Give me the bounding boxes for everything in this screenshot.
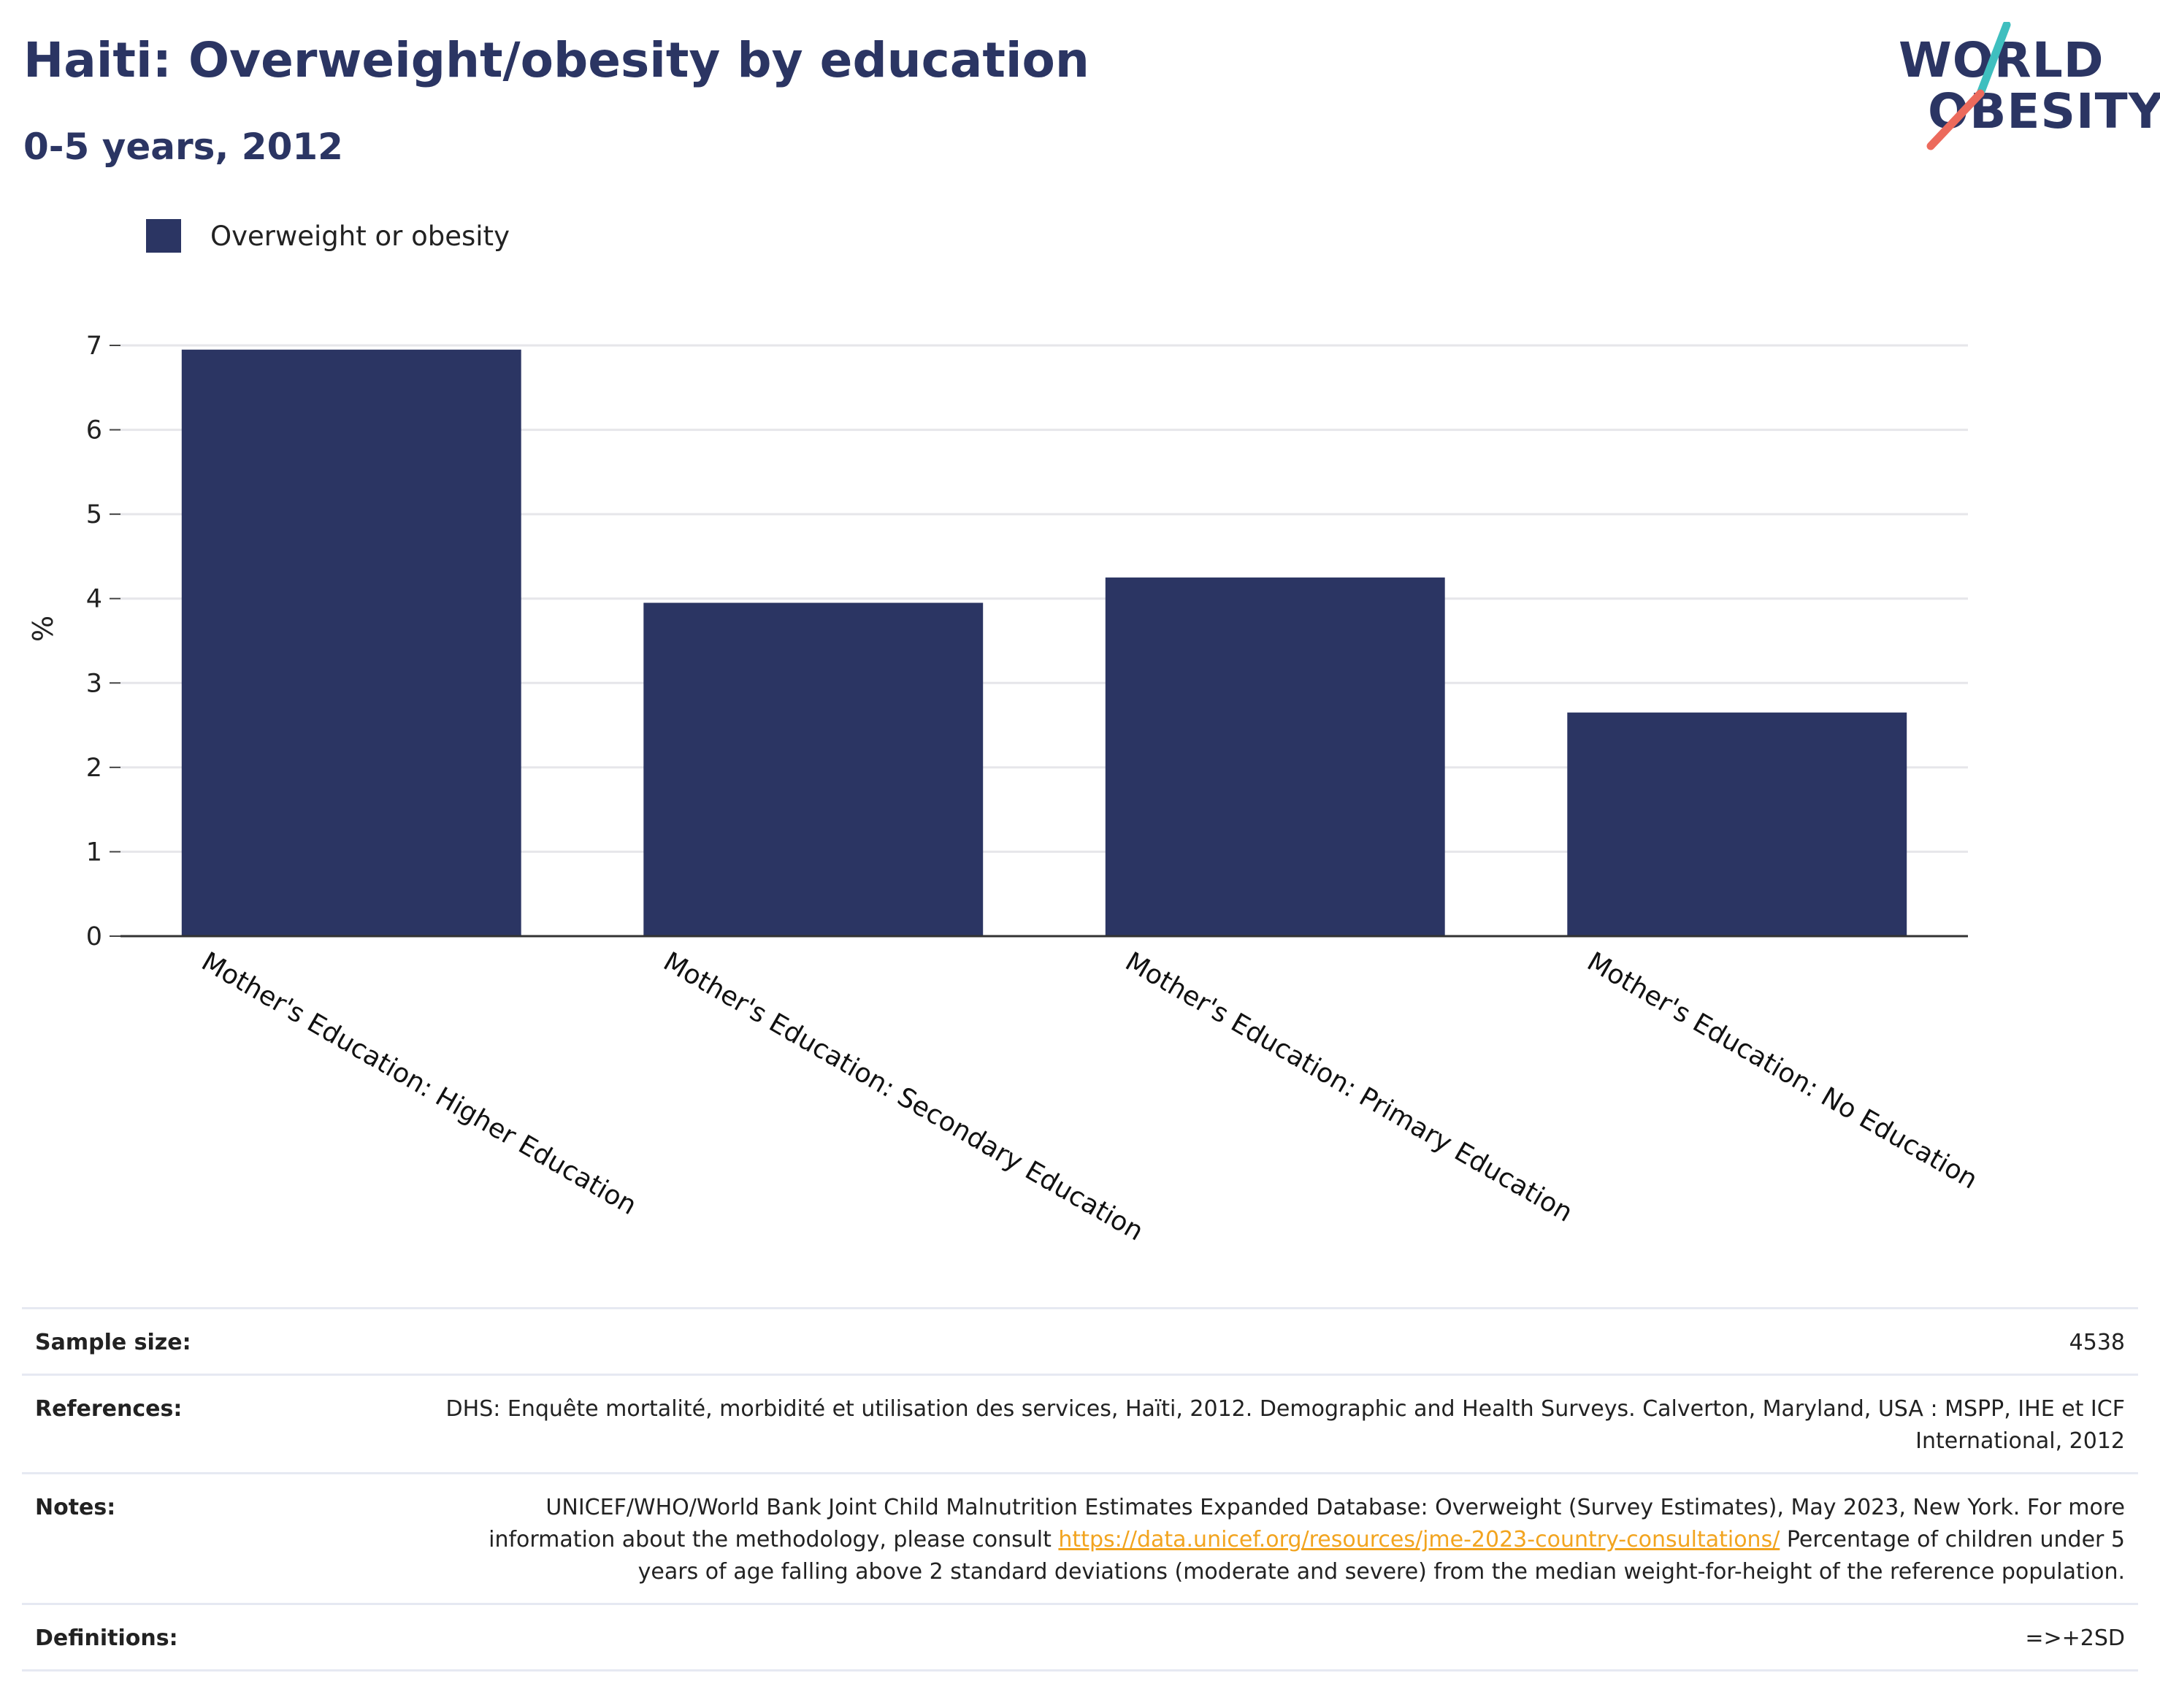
chart-title: Haiti: Overweight/obesity by education xyxy=(23,32,1089,88)
x-tick-labels: Mother's Education: Higher Education Moth… xyxy=(196,946,1983,1246)
notes-link[interactable]: https://data.unicef.org/resources/jme-20… xyxy=(1058,1527,1780,1552)
y-tick-label: 5 xyxy=(86,500,102,529)
notes-row: Notes: UNICEF/WHO/World Bank Joint Child… xyxy=(22,1472,2138,1603)
y-tick-label: 0 xyxy=(86,922,102,951)
definitions-row: Definitions: =>+2SD xyxy=(22,1603,2138,1671)
bar-chart: 0 1 2 3 4 5 6 7 Mother's Education: Higher Educ… xyxy=(27,332,1983,1247)
sample-size-row: Sample size: 4538 xyxy=(22,1307,2138,1374)
bar xyxy=(1567,712,1907,936)
references-row: References: DHS: Enquête mortalité, morb… xyxy=(22,1374,2138,1472)
definitions-value: =>+2SD xyxy=(2025,1625,2125,1651)
x-tick-label: Mother's Education: No Education xyxy=(1582,946,1982,1195)
sample-size-value: 4538 xyxy=(2069,1330,2125,1355)
info-table: Sample size: 4538 References: DHS: Enquê… xyxy=(22,1307,2138,1671)
bar xyxy=(181,349,521,936)
bars xyxy=(181,349,1907,936)
bar xyxy=(1105,577,1445,936)
notes-value: UNICEF/WHO/World Bank Joint Child Malnut… xyxy=(431,1492,2125,1588)
notes-text-after: Percentage of children under 5 years of … xyxy=(637,1527,2125,1585)
references-label: References: xyxy=(35,1396,183,1422)
y-tick-label: 2 xyxy=(86,754,102,783)
logo-slash-icon xyxy=(1926,22,2011,150)
references-value: DHS: Enquête mortalité, morbidité et uti… xyxy=(445,1396,2125,1454)
y-tick-label: 1 xyxy=(86,838,102,867)
y-tick-label: 7 xyxy=(86,332,102,361)
x-tick-label: Mother's Education: Secondary Education xyxy=(658,946,1148,1246)
y-axis-label: % xyxy=(27,616,59,642)
y-tick-label: 3 xyxy=(86,669,102,698)
world-obesity-logo: WORLD OBESITY xyxy=(1899,22,2160,153)
y-tick-label: 4 xyxy=(86,585,102,614)
legend-label: Overweight or obesity xyxy=(210,220,510,252)
chart-subtitle: 0-5 years, 2012 xyxy=(23,126,343,168)
legend-swatch xyxy=(146,219,181,253)
notes-text-before: UNICEF/WHO/World Bank Joint Child Malnut… xyxy=(489,1495,2125,1552)
notes-label: Notes: xyxy=(35,1495,116,1520)
definitions-label: Definitions: xyxy=(35,1625,178,1651)
bar xyxy=(643,602,984,936)
chart-legend: Overweight or obesity xyxy=(146,218,510,254)
y-tick-label: 6 xyxy=(86,416,102,445)
x-tick-label: Mother's Education: Higher Education xyxy=(196,946,642,1221)
x-tick-label: Mother's Education: Primary Education xyxy=(1120,946,1577,1228)
y-tick-labels: 0 1 2 3 4 5 6 7 xyxy=(86,332,120,951)
sample-size-label: Sample size: xyxy=(35,1330,191,1355)
